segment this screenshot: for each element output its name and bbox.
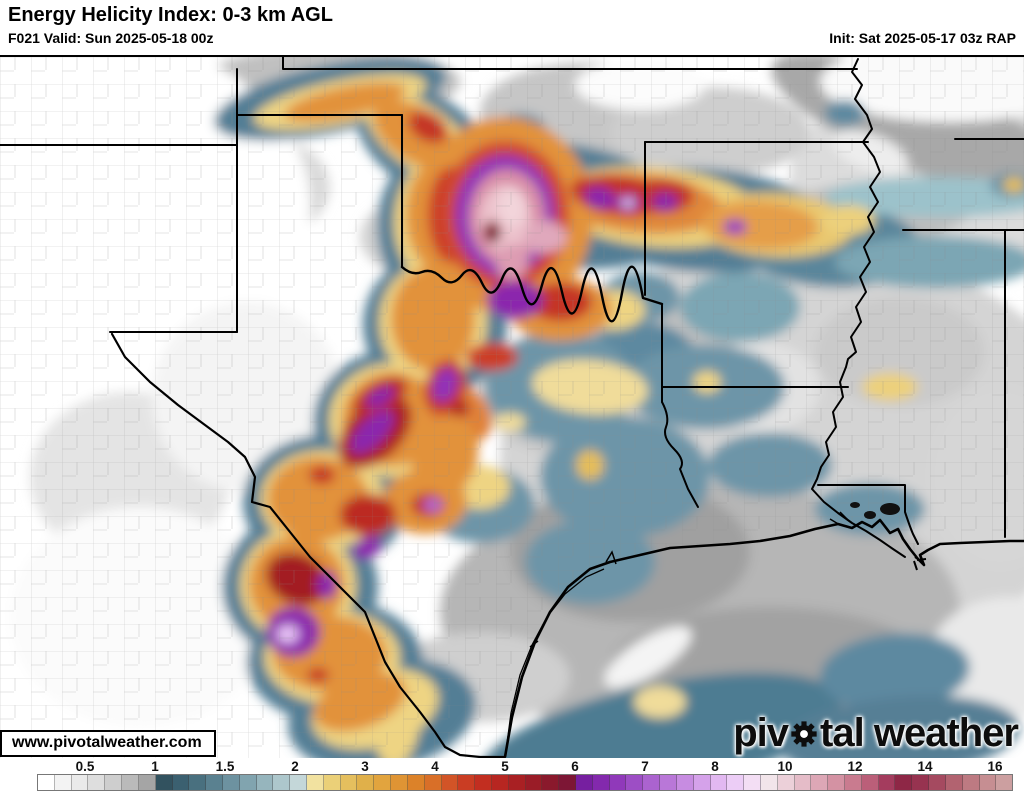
state-borders [0,57,1024,545]
colorbar-cell [811,775,829,790]
pivotal-weather-logo: piv tal weather [733,711,1019,756]
colorbar-tick-label: 3 [361,759,369,774]
logo-text-tal-weather: tal weather [820,711,1019,755]
forecast-map[interactable]: www.pivotalweather.com piv tal weather [0,55,1024,758]
colorbar-tick-label: 12 [847,759,863,774]
colorbar: 0.5 1 1.5 2 3 4 5 6 7 8 10 12 14 16 [0,758,1024,791]
colorbar-cell [962,775,980,790]
colorbar-cell [256,775,274,790]
colorbar-cell [441,775,459,790]
colorbar-cell [945,775,963,790]
colorbar-cell [710,775,728,790]
colorbar-tick-label: 2 [291,759,299,774]
colorbar-tick-label: 14 [917,759,933,774]
colorbar-scale [37,774,1013,791]
colorbar-tick-label: 1 [151,759,159,774]
gear-icon [789,719,819,749]
colorbar-cell [576,775,593,790]
colorbar-tick-label: 7 [641,759,649,774]
colorbar-cell [172,775,190,790]
colorbar-cell [845,775,862,790]
colorbar-cell [912,775,930,790]
colorbar-cell [357,775,375,790]
colorbar-cell [861,775,879,790]
colorbar-cell [895,775,913,790]
colorbar-cell [273,775,291,790]
colorbar-cell [239,775,257,790]
colorbar-cell [71,775,89,790]
colorbar-cell [391,775,408,790]
colorbar-cell [374,775,392,790]
logo-text-piv: piv [733,711,789,755]
colorbar-tick-label: 1.5 [215,759,235,774]
watermark-url: www.pivotalweather.com [0,730,216,757]
colorbar-tick-label: 4 [431,759,439,774]
colorbar-cell [290,775,307,790]
colorbar-cell [307,775,324,790]
colorbar-cell [475,775,492,790]
colorbar-cell [760,775,778,790]
colorbar-cell [525,775,543,790]
colorbar-cell [138,775,156,790]
colorbar-cell [996,775,1013,790]
colorbar-tick-label: 16 [987,759,1003,774]
colorbar-cell [744,775,761,790]
colorbar-cell [222,775,240,790]
colorbar-tick-label: 5 [501,759,509,774]
colorbar-cell [54,775,72,790]
colorbar-cell [676,775,694,790]
colorbar-cell [206,775,223,790]
colorbar-cell [407,775,425,790]
colorbar-tick-label: 8 [711,759,719,774]
colorbar-tick-label: 10 [777,759,793,774]
colorbar-cell [38,775,55,790]
colorbar-cell [88,775,106,790]
forecast-map-canvas [0,57,1024,758]
colorbar-cell [643,775,661,790]
colorbar-cell [105,775,123,790]
colorbar-cell [929,775,946,790]
colorbar-cell [189,775,207,790]
page-title: Energy Helicity Index: 0-3 km AGL [8,4,333,26]
colorbar-cell [491,775,509,790]
colorbar-cell [122,775,139,790]
colorbar-cell [979,775,997,790]
colorbar-tick-label: 0.5 [75,759,95,774]
colorbar-cell [828,775,845,790]
colorbar-cell [508,775,526,790]
colorbar-cell [609,775,627,790]
colorbar-cell [878,775,896,790]
colorbar-cell [592,775,610,790]
valid-time-label: F021 Valid: Sun 2025-05-18 00z [8,30,214,46]
init-time-label: Init: Sat 2025-05-17 03z RAP [829,30,1016,46]
colorbar-tick-label: 6 [571,759,579,774]
colorbar-cell [626,775,644,790]
gulf-coastline [503,502,1024,758]
colorbar-cell [727,775,745,790]
colorbar-cell [794,775,812,790]
colorbar-cell [155,775,173,790]
colorbar-cell [559,775,576,790]
river-borders [110,58,906,758]
colorbar-cell [458,775,476,790]
map-header: Energy Helicity Index: 0-3 km AGL F021 V… [0,0,1024,55]
colorbar-cell [542,775,560,790]
colorbar-cell [424,775,442,790]
colorbar-cell [693,775,711,790]
colorbar-cell [777,775,795,790]
colorbar-cell [323,775,341,790]
colorbar-cell [340,775,358,790]
colorbar-cell [660,775,677,790]
